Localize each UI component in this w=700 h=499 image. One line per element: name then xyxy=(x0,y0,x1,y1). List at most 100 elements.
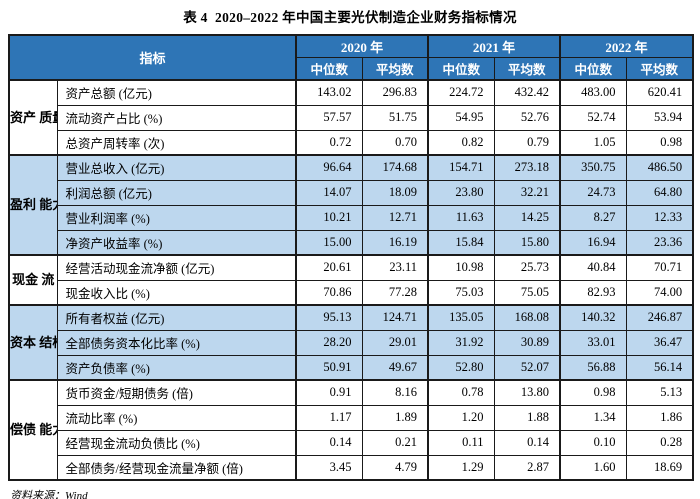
value-cell: 350.75 xyxy=(559,154,627,181)
value-cell: 56.88 xyxy=(559,354,627,381)
indicator-cell: 利润总额 (亿元) xyxy=(56,179,297,206)
year-header-cell: 2022 年 xyxy=(559,34,694,58)
value-cell: 1.29 xyxy=(427,454,495,481)
table-row: 资产 质量资产总额 (亿元)143.02296.83224.72432.4248… xyxy=(8,79,694,156)
value-cell: 0.98 xyxy=(559,379,627,406)
value-cell: 54.95 xyxy=(427,104,495,131)
value-cell: 5.13 xyxy=(625,379,694,406)
value-cell: 273.18 xyxy=(493,154,561,181)
indicator-cell: 全部债务/经营现金流量净额 (倍) xyxy=(56,454,297,481)
group-label-cell: 盈利 能力 xyxy=(8,154,58,256)
value-cell: 15.84 xyxy=(427,229,495,256)
value-cell: 140.32 xyxy=(559,304,627,331)
value-cell: 3.45 xyxy=(295,454,363,481)
header-sub-row: 中位数 平均数 中位数 平均数 中位数 平均数 xyxy=(9,57,694,81)
value-cell: 0.91 xyxy=(295,379,363,406)
table-row: 流动比率 (%) 1.17 1.89 1.20 1.88 1.34 1.86 xyxy=(9,404,694,431)
value-cell: 143.02 xyxy=(295,79,363,106)
value-cell: 15.00 xyxy=(295,229,363,256)
value-cell: 13.80 xyxy=(493,379,561,406)
table-row: 全部债务资本化比率 (%) 28.20 29.01 31.92 30.89 33.01 36… xyxy=(9,329,694,356)
sub-header-cell: 中位数 xyxy=(427,57,495,81)
table-row: 盈利 能力营业总收入 (亿元)96.64174.68154.71273.1835… xyxy=(8,154,694,256)
value-cell: 70.86 xyxy=(295,279,363,306)
table-title: 表 4 2020–2022 年中国主要光伏制造企业财务指标情况 xyxy=(183,10,517,25)
value-cell: 28.20 xyxy=(295,329,363,356)
value-cell: 0.72 xyxy=(295,129,363,156)
value-cell: 36.47 xyxy=(625,329,694,356)
value-cell: 23.80 xyxy=(427,179,495,206)
value-cell: 1.20 xyxy=(427,404,495,431)
value-cell: 0.11 xyxy=(427,429,495,456)
indicator-cell: 营业总收入 (亿元) xyxy=(56,154,297,181)
indicator-cell: 总资产周转率 (次) xyxy=(56,129,297,156)
value-cell: 10.98 xyxy=(427,254,495,281)
value-cell: 154.71 xyxy=(427,154,495,181)
table-row: 流动资产占比 (%) 57.57 51.75 54.95 52.76 52.74 53.94 xyxy=(9,104,694,131)
indicator-cell: 全部债务资本化比率 (%) xyxy=(56,329,297,356)
table-row: 经营现金流动负债比 (%) 0.14 0.21 0.11 0.14 0.10 0.28 xyxy=(9,429,694,456)
value-cell: 2.87 xyxy=(493,454,561,481)
header-year-row: 指标 2020 年 2021 年 2022 年 xyxy=(8,34,694,81)
value-cell: 124.71 xyxy=(361,304,429,331)
value-cell: 49.67 xyxy=(361,354,429,381)
table-row: 净资产收益率 (%) 15.00 16.19 15.84 15.80 16.94 23.36 xyxy=(9,229,694,256)
value-cell: 40.84 xyxy=(559,254,627,281)
value-cell: 23.36 xyxy=(625,229,694,256)
value-cell: 31.92 xyxy=(427,329,495,356)
value-cell: 32.21 xyxy=(493,179,561,206)
value-cell: 53.94 xyxy=(625,104,694,131)
value-cell: 50.91 xyxy=(295,354,363,381)
value-cell: 52.74 xyxy=(559,104,627,131)
value-cell: 96.64 xyxy=(295,154,363,181)
value-cell: 70.71 xyxy=(625,254,694,281)
value-cell: 74.00 xyxy=(625,279,694,306)
value-cell: 52.07 xyxy=(493,354,561,381)
value-cell: 135.05 xyxy=(427,304,495,331)
value-cell: 0.98 xyxy=(625,129,694,156)
value-cell: 1.88 xyxy=(493,404,561,431)
value-cell: 29.01 xyxy=(361,329,429,356)
year-header-cell: 2020 年 xyxy=(295,34,429,58)
financial-indicators-table: 指标 2020 年 2021 年 2022 年 中位数 平均数 中位数 平均数 中位数 平均数… xyxy=(8,34,695,481)
value-cell: 14.07 xyxy=(295,179,363,206)
indicator-header-cell: 指标 xyxy=(8,34,297,81)
indicator-cell: 营业利润率 (%) xyxy=(56,204,297,231)
indicator-cell: 经营现金流动负债比 (%) xyxy=(56,429,297,456)
sub-header-cell: 中位数 xyxy=(295,57,363,81)
data-source-note: 资料来源：Wind xyxy=(10,490,88,499)
value-cell: 82.93 xyxy=(559,279,627,306)
indicator-cell: 现金收入比 (%) xyxy=(56,279,297,306)
value-cell: 95.13 xyxy=(295,304,363,331)
value-cell: 0.70 xyxy=(361,129,429,156)
year-header-cell: 2021 年 xyxy=(427,34,561,58)
indicator-cell: 流动资产占比 (%) xyxy=(56,104,297,131)
value-cell: 77.28 xyxy=(361,279,429,306)
value-cell: 25.73 xyxy=(493,254,561,281)
value-cell: 1.17 xyxy=(295,404,363,431)
value-cell: 16.94 xyxy=(559,229,627,256)
value-cell: 30.89 xyxy=(493,329,561,356)
value-cell: 1.89 xyxy=(361,404,429,431)
value-cell: 0.82 xyxy=(427,129,495,156)
value-cell: 16.19 xyxy=(361,229,429,256)
value-cell: 0.79 xyxy=(493,129,561,156)
value-cell: 0.28 xyxy=(625,429,694,456)
value-cell: 483.00 xyxy=(559,79,627,106)
value-cell: 486.50 xyxy=(625,154,694,181)
value-cell: 8.16 xyxy=(361,379,429,406)
indicator-cell: 流动比率 (%) xyxy=(56,404,297,431)
value-cell: 52.80 xyxy=(427,354,495,381)
value-cell: 57.57 xyxy=(295,104,363,131)
indicator-cell: 货币资金/短期债务 (倍) xyxy=(56,379,297,406)
value-cell: 23.11 xyxy=(361,254,429,281)
value-cell: 12.33 xyxy=(625,204,694,231)
value-cell: 24.73 xyxy=(559,179,627,206)
value-cell: 10.21 xyxy=(295,204,363,231)
value-cell: 246.87 xyxy=(625,304,694,331)
value-cell: 75.03 xyxy=(427,279,495,306)
table-row: 现金收入比 (%) 70.86 77.28 75.03 75.05 82.93 74.00 xyxy=(9,279,694,306)
value-cell: 33.01 xyxy=(559,329,627,356)
value-cell: 64.80 xyxy=(625,179,694,206)
